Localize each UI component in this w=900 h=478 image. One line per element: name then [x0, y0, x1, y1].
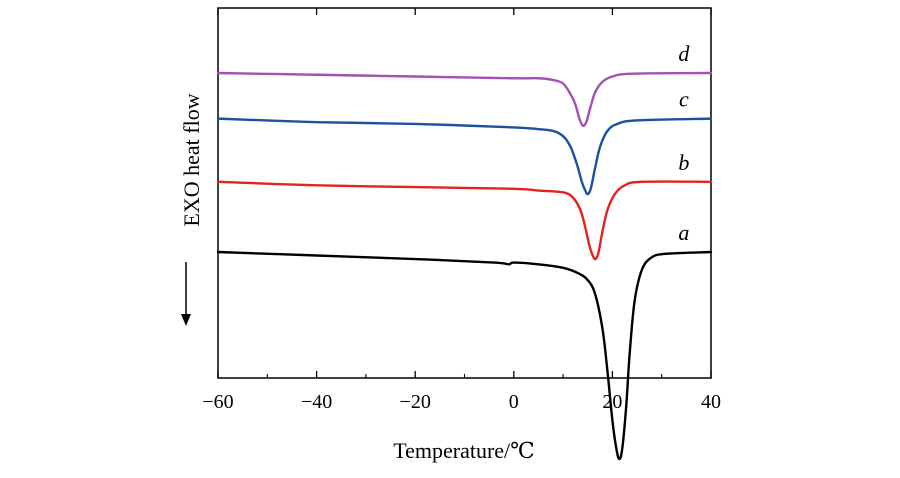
y-axis-title: EXO heat flow — [179, 93, 204, 226]
x-tick-label-20: 20 — [602, 391, 622, 413]
series-line-c — [216, 117, 713, 196]
x-tick-label-40: 40 — [701, 391, 721, 413]
series-label-a: a — [678, 220, 689, 245]
series-annotations: a b cd — [678, 41, 690, 245]
x-axis-tick-labels: −60 −40 −20 0 20 40 — [202, 391, 721, 413]
series-label-c: c — [679, 87, 689, 112]
x-tick-label--20: −20 — [400, 391, 431, 413]
x-tick-label--40: −40 — [301, 391, 332, 413]
down-arrow-icon — [181, 262, 191, 326]
plot-frame — [217, 7, 712, 379]
series-line-d — [216, 71, 713, 127]
series-label-b: b — [678, 150, 689, 175]
series-line-a — [216, 250, 713, 461]
series-label-d: d — [678, 41, 690, 66]
series-lines — [216, 71, 713, 461]
x-tick-label--60: −60 — [202, 391, 233, 413]
series-line-b — [216, 180, 713, 261]
x-tick-label-0: 0 — [509, 391, 519, 413]
x-axis-title: Temperature/℃ — [393, 438, 535, 463]
x-axis-ticks — [217, 8, 712, 378]
